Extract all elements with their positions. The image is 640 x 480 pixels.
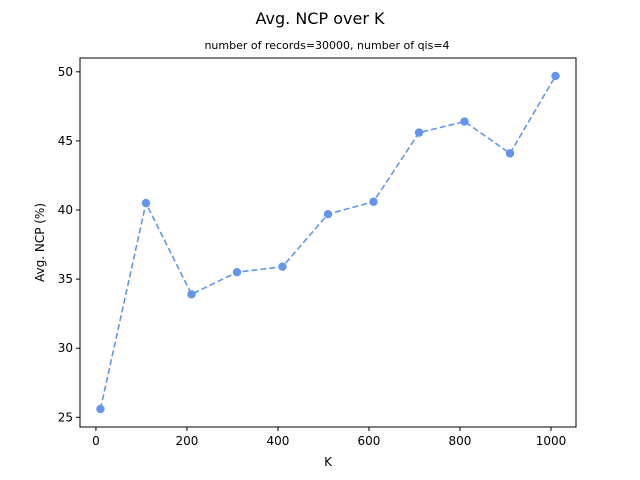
series-line (99, 75, 557, 410)
y-tick-label: 25 (58, 410, 73, 424)
data-point (323, 209, 333, 219)
chart-subtitle: number of records=30000, number of qis=4 (204, 39, 449, 52)
data-point (505, 149, 515, 158)
chart-title: Avg. NCP over K (256, 9, 385, 28)
data-point (96, 404, 105, 414)
plot-area (79, 57, 577, 428)
data-point (232, 268, 242, 277)
data-point (278, 262, 287, 271)
x-tick-label: 1000 (536, 434, 567, 448)
y-tick-label: 30 (58, 341, 73, 355)
x-tick-label: 0 (92, 434, 100, 448)
data-point (551, 71, 560, 81)
data-point (141, 198, 151, 208)
data-point (369, 197, 378, 206)
y-axis: 25 30 35 40 45 50 (58, 65, 80, 424)
y-tick-label: 35 (58, 272, 73, 286)
data-point (414, 128, 424, 137)
y-axis-label: Avg. NCP (%) (33, 203, 47, 282)
x-axis-label: K (324, 455, 333, 469)
x-tick-label: 400 (266, 434, 289, 448)
y-tick-label: 45 (58, 134, 73, 148)
series-group (96, 71, 560, 414)
data-point (187, 290, 196, 299)
x-axis: 0 200 400 600 800 1000 (92, 427, 566, 448)
y-tick-label: 40 (58, 203, 73, 217)
y-tick-label: 50 (58, 65, 73, 79)
x-tick-label: 600 (358, 434, 381, 448)
x-tick-label: 800 (449, 434, 472, 448)
x-tick-label: 200 (175, 434, 198, 448)
data-point (460, 117, 469, 126)
